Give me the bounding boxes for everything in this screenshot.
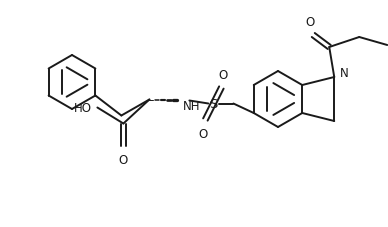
Text: O: O bbox=[119, 153, 128, 166]
Text: O: O bbox=[219, 68, 228, 81]
Text: S: S bbox=[209, 98, 218, 111]
Text: O: O bbox=[306, 16, 315, 29]
Text: NH: NH bbox=[182, 100, 200, 113]
Text: N: N bbox=[340, 66, 349, 79]
Text: HO: HO bbox=[73, 101, 92, 114]
Text: O: O bbox=[199, 127, 208, 140]
